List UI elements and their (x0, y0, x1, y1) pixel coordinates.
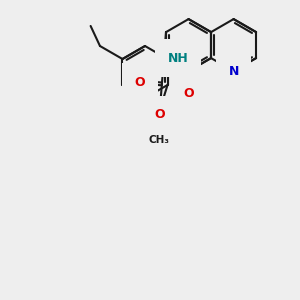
Text: CH₃: CH₃ (148, 134, 169, 145)
Text: O: O (135, 76, 145, 89)
Text: O: O (154, 108, 165, 122)
Text: NH: NH (168, 52, 189, 64)
Text: O: O (183, 87, 194, 100)
Text: N: N (228, 64, 239, 78)
